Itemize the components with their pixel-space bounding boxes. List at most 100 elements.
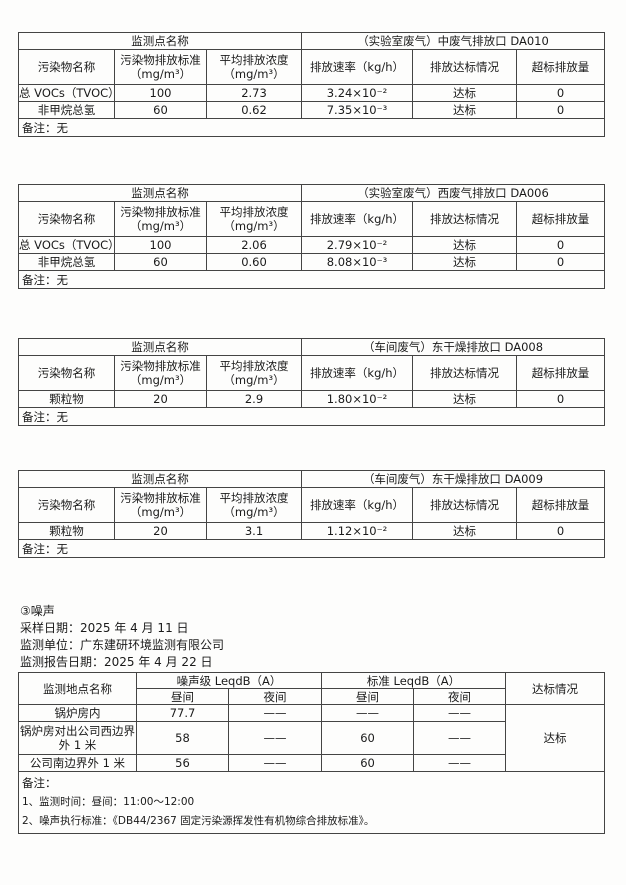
note-line: 2、噪声执行标准：《DB44/2367 固定污染源挥发性有机物综合排放标准》。	[22, 815, 375, 827]
column-header: 排放速率（kg/h）	[301, 49, 413, 85]
column-header: 污染物名称	[18, 355, 115, 391]
table-cell: ——	[227, 721, 323, 755]
table-row: 总 VOCs（TVOC） 100 2.06 2.79×10⁻² 达标 0	[18, 236, 606, 254]
table-cell: 60	[114, 101, 207, 119]
column-header: 超标排放量	[516, 487, 605, 523]
table-cell: ——	[321, 704, 415, 722]
table-cell: 20	[114, 522, 207, 540]
table-note: 备注： 1、监测时间：昼间：11:00～12:00 2、噪声执行标准：《DB44/2…	[17, 771, 606, 834]
column-header: 夜间	[413, 688, 507, 705]
table-cell: 非甲烷总氢	[18, 253, 115, 271]
table-cell: ——	[227, 754, 323, 772]
table-cell: 颗粒物	[18, 390, 115, 408]
table-note: 备注：无	[17, 270, 606, 289]
point-name: （车间废气）东干燥排放口 DA009	[301, 470, 605, 488]
table-cell: 60	[114, 253, 207, 271]
table-row: 公司南边界外 1 米 56 —— 60 ——	[18, 754, 605, 772]
table-cell: 总 VOCs（TVOC）	[18, 84, 115, 102]
table-row: 颗粒物 20 3.1 1.12×10⁻² 达标 0	[18, 522, 605, 540]
table-cell: 2.79×10⁻²	[301, 236, 413, 254]
column-header: 平均排放浓度（mg/m³）	[206, 49, 302, 85]
table-cell: ——	[413, 704, 507, 722]
point-label: 监测点名称	[18, 32, 302, 50]
column-header: 夜间	[227, 688, 323, 705]
column-header: 标准 LeqdB（A）	[321, 672, 507, 689]
table-cell: 2.73	[206, 84, 302, 102]
table-row: 锅炉房内 77.7 —— —— —— 达标	[18, 704, 606, 772]
table-row: 颗粒物 20 2.9 1.80×10⁻² 达标 0	[18, 390, 605, 408]
column-header: 排放达标情况	[412, 355, 517, 391]
table-cell: 公司南边界外 1 米	[18, 754, 137, 772]
table-cell: 58	[136, 721, 229, 755]
table-cell: 0	[516, 390, 605, 408]
table-row: 非甲烷总氢 60 0.62 7.35×10⁻³ 达标 0	[18, 101, 606, 119]
exhaust-monitoring-table: 监测点名称 （实验室废气）西废气排放口 DA006 污染物名称 污染物排放标准（mg/…	[17, 184, 606, 289]
exhaust-monitoring-table: 监测点名称 （车间废气）东干燥排放口 DA009 污染物名称 污染物排放标准（mg/m…	[18, 470, 605, 558]
column-header: 平均排放浓度（mg/m³）	[206, 487, 302, 523]
exhaust-monitoring-table: 监测点名称 （车间废气）东干燥排放口 DA008 污染物名称 污染物排放标准（mg/m…	[18, 338, 605, 426]
table-cell: 总 VOCs（TVOC）	[18, 236, 115, 254]
table-cell: 0.62	[206, 101, 302, 119]
table-cell: 达标	[412, 253, 517, 271]
table-cell: 77.7	[136, 704, 229, 722]
noise-table: 监测地点名称 噪声级 LeqdB（A） 标准 LeqdB（A） 达标情况 昼间 夜间 昼间夜…	[17, 672, 606, 834]
table-cell: 非甲烷总氢	[18, 101, 115, 119]
point-name: （实验室废气）西废气排放口 DA006	[300, 184, 606, 202]
table-cell: 0	[515, 236, 606, 254]
column-header: 超标排放量	[515, 201, 606, 237]
column-header: 排放速率（kg/h）	[301, 201, 413, 237]
column-header: 昼间	[136, 688, 229, 705]
table-cell: 0.60	[206, 253, 302, 271]
table-cell: 锅炉房内	[18, 704, 137, 722]
column-header: 污染物名称	[18, 49, 115, 85]
column-header: 污染物排放标准（mg/m³）	[114, 355, 207, 391]
point-label: 监测点名称	[18, 338, 302, 356]
column-header: 噪声级 LeqdB（A）	[135, 672, 323, 689]
noise-report-date: 监测报告日期：2025 年 4 月 22 日	[20, 655, 213, 669]
table-cell: ——	[413, 721, 507, 755]
table-note: 备注：无	[18, 539, 605, 558]
column-header: 排放速率（kg/h）	[301, 487, 413, 523]
table-cell: 1.80×10⁻²	[301, 390, 413, 408]
table-cell: 1.12×10⁻²	[301, 522, 413, 540]
table-row: 非甲烷总氢 60 0.60 8.08×10⁻³ 达标 0	[18, 253, 606, 271]
table-cell: 达标	[412, 236, 517, 254]
table-cell: 达标	[412, 522, 517, 540]
point-label: 监测点名称	[18, 470, 302, 488]
table-cell: 100	[114, 84, 207, 102]
table-cell: 达标	[412, 390, 517, 408]
exhaust-monitoring-table: 监测点名称 （实验室废气）中废气排放口 DA010 污染物名称 污染物排放标准（mg/…	[17, 32, 606, 137]
table-cell: 60	[321, 721, 415, 755]
table-cell: 20	[114, 390, 207, 408]
table-note: 备注：无	[17, 118, 606, 137]
point-label: 监测点名称	[18, 184, 302, 202]
column-header: 污染物排放标准（mg/m³）	[114, 487, 207, 523]
column-header: 排放达标情况	[412, 49, 517, 85]
table-note: 备注：无	[18, 407, 605, 426]
column-header: 超标排放量	[515, 49, 606, 85]
table-cell: 0	[515, 253, 606, 271]
column-header: 污染物名称	[18, 487, 115, 523]
column-header: 平均排放浓度（mg/m³）	[206, 355, 302, 391]
table-cell: 7.35×10⁻³	[301, 101, 413, 119]
note-line: 1、监测时间：昼间：11:00～12:00	[22, 796, 195, 808]
column-header: 排放速率（kg/h）	[301, 355, 413, 391]
note-title: 备注：	[22, 776, 57, 790]
column-header: 排放达标情况	[412, 487, 517, 523]
table-cell: 56	[136, 754, 229, 772]
point-name: （车间废气）东干燥排放口 DA008	[301, 338, 605, 356]
point-name: （实验室废气）中废气排放口 DA010	[300, 32, 606, 50]
table-cell: 0	[515, 84, 606, 102]
noise-sampling-date: 采样日期：2025 年 4 月 11 日	[20, 621, 189, 635]
table-cell: 颗粒物	[18, 522, 115, 540]
table-cell: 3.24×10⁻²	[301, 84, 413, 102]
table-cell: 0	[516, 522, 605, 540]
column-header: 昼间	[321, 688, 415, 705]
column-header: 超标排放量	[516, 355, 605, 391]
table-cell: 3.1	[206, 522, 302, 540]
column-header: 污染物排放标准（mg/m³）	[114, 49, 207, 85]
noise-unit: 监测单位：广东建研环境监测有限公司	[20, 638, 225, 652]
table-row: 锅炉房对出公司西边界外 1 米 58 —— 60 ——	[18, 721, 605, 755]
table-cell: 8.08×10⁻³	[301, 253, 413, 271]
column-header: 平均排放浓度（mg/m³）	[206, 201, 302, 237]
